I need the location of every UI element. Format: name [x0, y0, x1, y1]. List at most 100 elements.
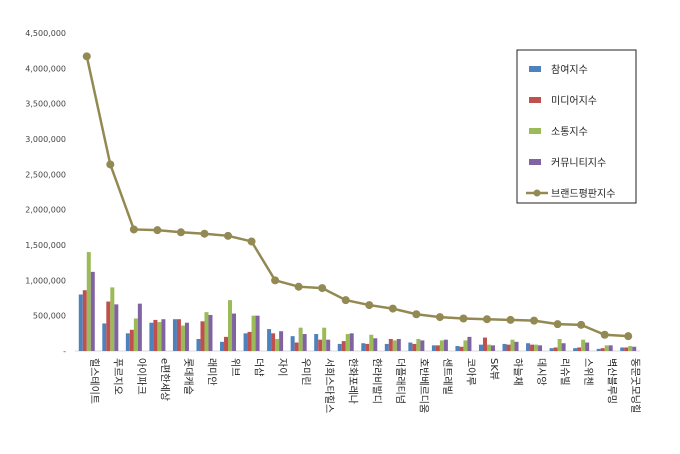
bar-참여지수: [290, 336, 295, 351]
bar-커뮤니티지수: [232, 313, 237, 351]
bar-참여지수: [149, 322, 154, 351]
point-브랜드평판지수: [482, 315, 491, 324]
x-category-label: 아이파크: [135, 358, 147, 395]
bar-참여지수: [596, 348, 601, 351]
bar-커뮤니티지수: [490, 345, 495, 351]
point-브랜드평판지수: [318, 284, 327, 293]
x-category-label: 위브: [229, 358, 242, 376]
bar-미디어지수: [153, 319, 158, 351]
x-category-label: 힐스테이트: [88, 358, 101, 404]
bar-미디어지수: [459, 346, 464, 351]
y-tick-label: -: [63, 347, 66, 356]
bar-미디어지수: [200, 321, 205, 351]
bar-미디어지수: [624, 347, 629, 351]
point-브랜드평판지수: [530, 316, 539, 325]
bar-커뮤니티지수: [161, 319, 166, 351]
x-category-label: 벽산블루밍: [606, 358, 618, 404]
bar-미디어지수: [482, 337, 487, 351]
x-axis-labels: 힐스테이트 푸르지오 아이파크 e편한세상 롯데캐슬 래미안 위브 더샵 자이 우미린 서희스타힐스…: [88, 358, 642, 413]
y-tick-label: 2,500,000: [25, 170, 66, 179]
x-category-label: 스위첸: [582, 358, 595, 386]
y-tick-label: 1,500,000: [25, 241, 66, 250]
legend-swatch: [529, 97, 541, 103]
bar-소통지수: [275, 338, 280, 351]
x-category-label: 서희스타힐스: [323, 358, 336, 413]
point-브랜드평판지수: [106, 160, 115, 169]
bar-참여지수: [384, 343, 389, 351]
x-category-label: 더샵: [253, 358, 265, 376]
point-브랜드평판지수: [129, 225, 138, 234]
bar-소통지수: [510, 339, 515, 351]
x-category-label: 한화포레나: [347, 358, 359, 404]
bar-참여지수: [196, 338, 201, 351]
point-브랜드평판지수: [247, 237, 256, 246]
y-tick-label: 1,000,000: [25, 276, 66, 285]
legend-label: 소통지수: [551, 126, 588, 138]
bar-커뮤니티지수: [608, 345, 613, 351]
point-브랜드평판지수: [600, 330, 609, 339]
x-category-label: 리슈빌: [559, 358, 571, 386]
bar-소통지수: [486, 344, 491, 351]
point-브랜드평판지수: [271, 276, 280, 285]
bar-커뮤니티지수: [184, 322, 189, 351]
bar-커뮤니티지수: [514, 341, 519, 351]
bar-커뮤니티지수: [373, 338, 378, 351]
point-브랜드평판지수: [200, 229, 209, 238]
bar-소통지수: [581, 339, 586, 351]
bar-커뮤니티지수: [585, 342, 590, 351]
bar-커뮤니티지수: [443, 339, 448, 351]
point-브랜드평판지수: [412, 310, 421, 319]
bar-참여지수: [314, 334, 319, 351]
legend-swatch: [529, 159, 541, 165]
bar-소통지수: [204, 312, 209, 351]
x-category-label: 데시앙: [535, 358, 547, 386]
x-category-label: 호반베르디움: [417, 358, 429, 413]
bar-미디어지수: [600, 348, 605, 351]
legend-label: 브랜드평판지수: [551, 188, 615, 200]
point-브랜드평판지수: [176, 228, 185, 237]
bar-참여지수: [620, 347, 625, 351]
bar-미디어지수: [106, 301, 111, 351]
bar-미디어지수: [506, 344, 511, 351]
bar-커뮤니티지수: [349, 333, 354, 351]
bar-미디어지수: [294, 342, 299, 351]
bar-참여지수: [361, 343, 366, 351]
point-브랜드평판지수: [388, 304, 397, 313]
bar-소통지수: [369, 334, 374, 351]
point-브랜드평판지수: [82, 52, 91, 61]
bar-참여지수: [172, 319, 177, 351]
bar-참여지수: [478, 344, 483, 351]
bar-커뮤니티지수: [632, 346, 637, 351]
x-category-label: 한라비발디: [370, 358, 382, 404]
legend-swatch-marker: [533, 189, 541, 197]
point-브랜드평판지수: [553, 320, 562, 329]
point-브랜드평판지수: [506, 315, 515, 324]
bar-커뮤니티지수: [420, 340, 425, 351]
x-category-label: 래미안: [205, 358, 217, 386]
bar-참여지수: [408, 342, 413, 351]
x-category-label: 우미린: [300, 358, 312, 386]
bar-소통지수: [534, 344, 539, 351]
bar-미디어지수: [530, 344, 535, 351]
bar-소통지수: [439, 340, 444, 351]
bar-소통지수: [157, 322, 162, 351]
bar-커뮤니티지수: [279, 331, 284, 351]
bar-미디어지수: [129, 329, 134, 351]
bar-참여지수: [502, 343, 507, 351]
bar-참여지수: [125, 333, 130, 351]
y-tick-label: 500,000: [33, 312, 66, 321]
bar-참여지수: [455, 346, 460, 351]
bar-미디어지수: [412, 343, 417, 351]
bar-소통지수: [463, 340, 468, 351]
legend-label: 미디어지수: [551, 95, 597, 107]
bar-미디어지수: [247, 331, 252, 351]
x-category-label: 푸르지오: [111, 358, 123, 395]
legend-swatch: [529, 66, 541, 72]
bar-소통지수: [251, 315, 256, 351]
x-category-label: 센트레빌: [441, 358, 453, 395]
bar-미디어지수: [82, 290, 87, 351]
point-브랜드평판지수: [624, 332, 633, 341]
